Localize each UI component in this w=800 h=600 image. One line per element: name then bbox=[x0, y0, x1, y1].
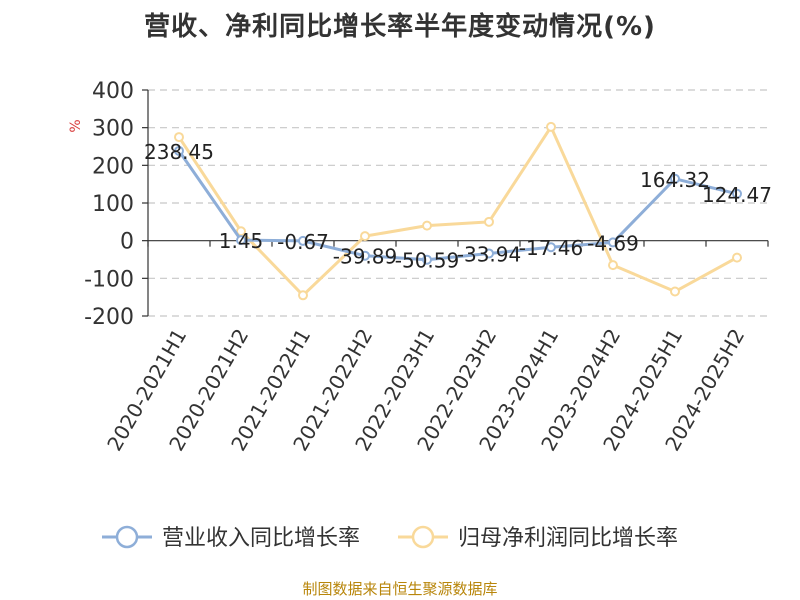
data-label: -33.94 bbox=[457, 242, 521, 266]
data-label: -4.69 bbox=[587, 231, 639, 255]
data-label: 238.45 bbox=[144, 140, 214, 164]
y-axis-label: % bbox=[68, 119, 84, 132]
data-point bbox=[236, 235, 246, 246]
data-label: 124.47 bbox=[702, 183, 772, 207]
y-tick-label: -200 bbox=[84, 305, 134, 330]
data-point bbox=[298, 290, 308, 301]
data-point bbox=[484, 248, 494, 259]
data-label: -50.59 bbox=[395, 249, 459, 273]
data-point bbox=[670, 286, 680, 297]
data-label: 1.45 bbox=[219, 229, 264, 253]
data-point bbox=[360, 231, 370, 242]
data-point bbox=[422, 254, 432, 265]
data-point bbox=[732, 188, 742, 199]
data-point bbox=[546, 242, 556, 253]
data-point bbox=[174, 132, 184, 143]
data-point bbox=[732, 252, 742, 263]
data-point bbox=[174, 145, 184, 156]
data-label: -17.46 bbox=[519, 236, 583, 260]
data-point bbox=[298, 235, 308, 246]
data-label: 164.32 bbox=[640, 168, 710, 192]
data-point bbox=[360, 250, 370, 261]
legend-swatch-marker bbox=[411, 525, 435, 549]
data-label: -0.67 bbox=[277, 230, 329, 254]
data-point bbox=[422, 220, 432, 231]
series-line bbox=[177, 125, 738, 297]
y-tick-label: 300 bbox=[92, 117, 134, 142]
data-point bbox=[608, 237, 618, 248]
data-point bbox=[608, 260, 618, 271]
y-tick-label: 0 bbox=[120, 230, 134, 255]
legend-label: 归母净利润同比增长率 bbox=[458, 526, 678, 551]
series-line bbox=[177, 149, 738, 262]
y-tick-label: 400 bbox=[92, 79, 134, 104]
data-label: -39.89 bbox=[333, 245, 397, 269]
legend-swatch-marker bbox=[115, 525, 139, 549]
data-point bbox=[670, 173, 680, 184]
data-point bbox=[484, 216, 494, 227]
data-point bbox=[546, 121, 556, 132]
y-tick-label: -100 bbox=[84, 267, 134, 292]
data-source-note: 制图数据来自恒生聚源数据库 bbox=[302, 580, 498, 598]
y-tick-label: 200 bbox=[92, 154, 134, 179]
legend-label: 营业收入同比增长率 bbox=[162, 526, 360, 551]
chart-title: 营收、净利同比增长率半年度变动情况(%) bbox=[144, 12, 656, 42]
y-tick-label: 100 bbox=[92, 192, 134, 217]
